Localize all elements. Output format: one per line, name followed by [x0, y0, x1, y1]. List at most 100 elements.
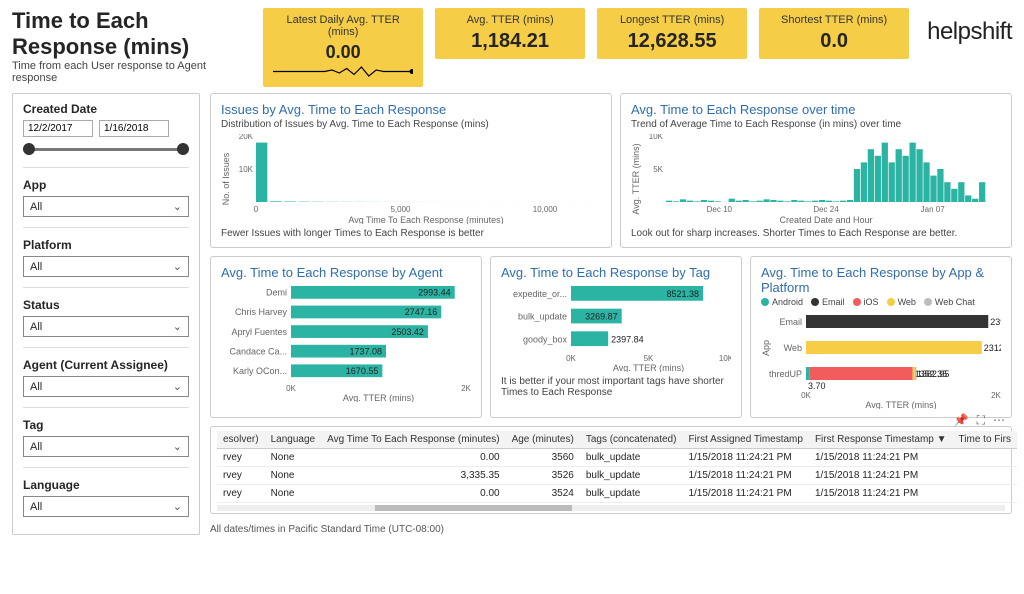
chevron-down-icon: ⌄ — [173, 380, 182, 393]
svg-text:8521.38: 8521.38 — [667, 289, 700, 299]
svg-text:10,000: 10,000 — [533, 205, 558, 214]
svg-text:10K: 10K — [719, 354, 731, 363]
kpi-label: Longest TTER (mins) — [607, 14, 737, 26]
table-row[interactable]: rveyNone3,335.353526bulk_update1/15/2018… — [217, 467, 1017, 485]
data-table[interactable]: esolver)LanguageAvg Time To Each Respons… — [217, 431, 1017, 503]
svg-text:bulk_update: bulk_update — [518, 312, 567, 322]
focus-icon[interactable]: ⛶ — [977, 413, 985, 428]
svg-text:Avg. TTER (mins): Avg. TTER (mins) — [343, 393, 414, 402]
kpi-daily-avg: Latest Daily Avg. TTER (mins) 0.00 — [263, 8, 423, 87]
svg-text:3269.87: 3269.87 — [585, 312, 618, 322]
kpi-value: 1,184.21 — [445, 30, 575, 53]
column-header[interactable]: First Assigned Timestamp — [682, 431, 808, 449]
trend-chart[interactable]: Avg. TTER (mins) 5K 10K Dec 10 Dec 24 Jan 07 C… — [631, 134, 991, 224]
svg-text:Jan 07: Jan 07 — [921, 205, 946, 214]
svg-text:goody_box: goody_box — [523, 334, 568, 344]
svg-text:Created Date and Hour: Created Date and Hour — [779, 215, 872, 224]
kpi-value: 0.00 — [273, 42, 413, 63]
svg-text:3.70: 3.70 — [808, 381, 826, 391]
table-row[interactable]: rveyNone0.003560bulk_update1/15/2018 11:… — [217, 449, 1017, 467]
svg-text:Email: Email — [779, 317, 802, 327]
card-by-agent: Avg. Time to Each Response by Agent Demi… — [210, 256, 482, 418]
svg-text:Apryl Fuentes: Apryl Fuentes — [231, 327, 287, 337]
app-dropdown[interactable]: All⌄ — [23, 196, 189, 217]
date-to-input[interactable] — [99, 120, 169, 137]
brand-logo: helpshift — [919, 8, 1012, 46]
svg-text:2398.04: 2398.04 — [990, 317, 1001, 327]
kpi-value: 12,628.55 — [607, 30, 737, 53]
kpi-label: Avg. TTER (mins) — [445, 14, 575, 26]
svg-text:Avg. TTER (mins): Avg. TTER (mins) — [631, 143, 641, 214]
card-by-app: Avg. Time to Each Response by App & Plat… — [750, 256, 1012, 418]
svg-text:10K: 10K — [649, 134, 664, 141]
date-from-input[interactable] — [23, 120, 93, 137]
card-foot: It is better if your most important tags… — [501, 376, 731, 398]
svg-text:5K: 5K — [653, 165, 663, 174]
kpi-value: 0.0 — [769, 30, 899, 53]
tag-dropdown[interactable]: All⌄ — [23, 436, 189, 457]
card-title: Avg. Time to Each Response by Agent — [221, 265, 471, 280]
svg-text:0K: 0K — [286, 384, 296, 393]
svg-text:0K: 0K — [801, 391, 811, 400]
language-dropdown[interactable]: All⌄ — [23, 496, 189, 517]
svg-text:2K: 2K — [461, 384, 471, 393]
timezone-note: All dates/times in Pacific Standard Time… — [210, 524, 1012, 535]
svg-text:2312.55: 2312.55 — [984, 343, 1001, 353]
date-slider[interactable] — [23, 141, 189, 157]
column-header[interactable]: Tags (concatenated) — [580, 431, 683, 449]
card-desc: Trend of Average Time to Each Response (… — [631, 119, 1001, 130]
column-header[interactable]: esolver) — [217, 431, 265, 449]
chevron-down-icon: ⌄ — [173, 260, 182, 273]
filter-label: Tag — [23, 418, 189, 432]
card-title: Avg. Time to Each Response over time — [631, 102, 1001, 117]
svg-text:5K: 5K — [644, 354, 654, 363]
svg-text:thredUP: thredUP — [769, 369, 802, 379]
filter-created-date: Created Date — [23, 102, 189, 157]
more-icon[interactable]: ⋯ — [993, 413, 1005, 428]
chevron-down-icon: ⌄ — [173, 200, 182, 213]
svg-text:0K: 0K — [566, 354, 576, 363]
legend: AndroidEmailiOSWebWeb Chat — [761, 297, 1001, 307]
column-header[interactable]: First Response Timestamp ▼ — [809, 431, 953, 449]
pin-icon[interactable]: 📌 — [954, 413, 969, 428]
table-row[interactable]: rveyNone0.003524bulk_update1/15/2018 11:… — [217, 485, 1017, 503]
tag-chart[interactable]: expedite_or... 8521.38 bulk_update 3269.87 g… — [501, 282, 731, 372]
svg-text:Dec 10: Dec 10 — [707, 205, 733, 214]
card-trend: Avg. Time to Each Response over time Tre… — [620, 93, 1012, 248]
filter-label: Status — [23, 298, 189, 312]
card-distribution: Issues by Avg. Time to Each Response Dis… — [210, 93, 612, 248]
svg-text:Demi: Demi — [266, 288, 287, 298]
filter-label: Platform — [23, 238, 189, 252]
kpi-label: Shortest TTER (mins) — [769, 14, 899, 26]
svg-text:Dec 24: Dec 24 — [813, 205, 839, 214]
chevron-down-icon: ⌄ — [173, 320, 182, 333]
svg-text:expedite_or...: expedite_or... — [513, 289, 567, 299]
column-header[interactable]: Age (minutes) — [506, 431, 580, 449]
kpi-label: Latest Daily Avg. TTER (mins) — [273, 14, 413, 38]
card-title: Avg. Time to Each Response by App & Plat… — [761, 265, 1001, 295]
card-title: Avg. Time to Each Response by Tag — [501, 265, 731, 280]
platform-dropdown[interactable]: All⌄ — [23, 256, 189, 277]
horizontal-scrollbar[interactable] — [217, 505, 1005, 511]
svg-text:5,000: 5,000 — [390, 205, 411, 214]
column-header[interactable]: Time to Firs — [953, 431, 1017, 449]
distribution-chart[interactable]: No. of Issues10K20K05,00010,000Avg Time … — [221, 134, 601, 224]
svg-text:Web: Web — [784, 343, 802, 353]
svg-text:2503.42: 2503.42 — [391, 327, 424, 337]
data-table-card: 📌 ⛶ ⋯ esolver)LanguageAvg Time To Each R… — [210, 426, 1012, 514]
status-dropdown[interactable]: All⌄ — [23, 316, 189, 337]
filter-sidebar: Created Date App All⌄ Platform All⌄ Stat… — [12, 93, 200, 535]
page-title: Time to Each Response (mins) — [12, 8, 253, 60]
svg-text:Avg. TTER (mins): Avg. TTER (mins) — [613, 363, 684, 372]
card-foot: Look out for sharp increases. Shorter Ti… — [631, 228, 1001, 239]
card-foot: Fewer Issues with longer Times to Each R… — [221, 228, 601, 239]
svg-text:No. of Issues: No. of Issues — [221, 152, 231, 205]
column-header[interactable]: Language — [265, 431, 322, 449]
app-chart[interactable]: AppEmail2398.04Web2312.55thredUP1352.351… — [761, 309, 1001, 409]
column-header[interactable]: Avg Time To Each Response (minutes) — [321, 431, 506, 449]
card-by-tag: Avg. Time to Each Response by Tag expedi… — [490, 256, 742, 418]
agent-chart[interactable]: Demi2993.44Chris Harvey2747.16Apryl Fuen… — [221, 282, 471, 402]
svg-text:Avg. TTER (mins): Avg. TTER (mins) — [865, 400, 936, 409]
agent-dropdown[interactable]: All⌄ — [23, 376, 189, 397]
kpi-avg: Avg. TTER (mins) 1,184.21 — [435, 8, 585, 59]
